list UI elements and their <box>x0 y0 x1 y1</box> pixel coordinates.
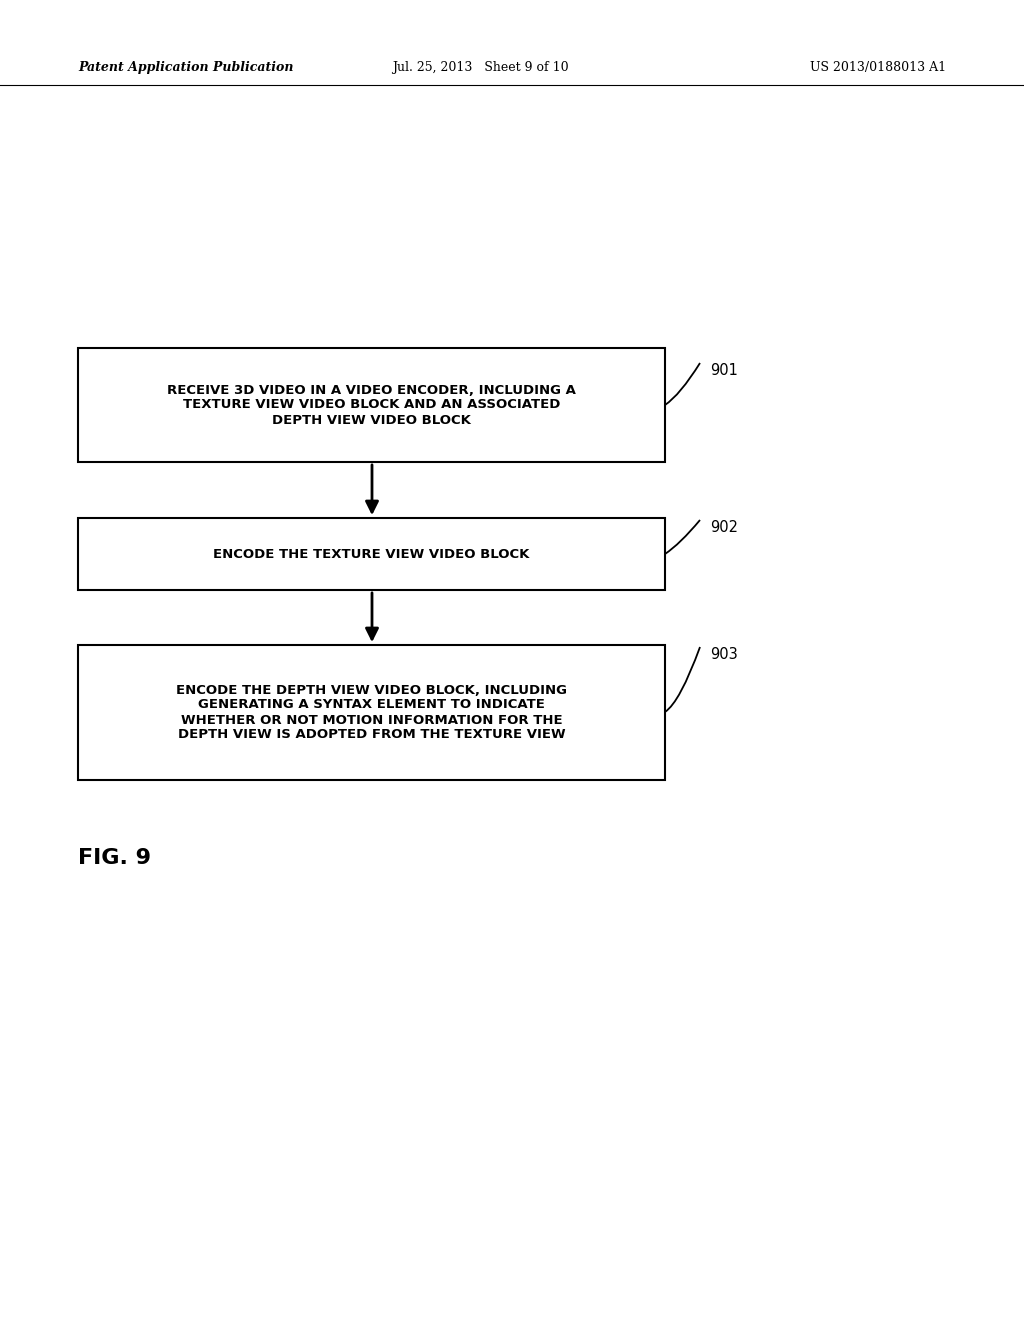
Text: 901: 901 <box>710 363 738 378</box>
Bar <box>78 645 665 780</box>
Text: US 2013/0188013 A1: US 2013/0188013 A1 <box>810 62 946 74</box>
Text: ENCODE THE DEPTH VIEW VIDEO BLOCK, INCLUDING
GENERATING A SYNTAX ELEMENT TO INDI: ENCODE THE DEPTH VIEW VIDEO BLOCK, INCLU… <box>176 684 567 742</box>
Text: 903: 903 <box>710 647 737 663</box>
Text: 902: 902 <box>710 520 738 535</box>
Text: RECEIVE 3D VIDEO IN A VIDEO ENCODER, INCLUDING A
TEXTURE VIEW VIDEO BLOCK AND AN: RECEIVE 3D VIDEO IN A VIDEO ENCODER, INC… <box>167 384 575 426</box>
Bar <box>78 517 665 590</box>
Text: ENCODE THE TEXTURE VIEW VIDEO BLOCK: ENCODE THE TEXTURE VIEW VIDEO BLOCK <box>213 548 529 561</box>
Text: Patent Application Publication: Patent Application Publication <box>78 62 294 74</box>
Text: Jul. 25, 2013   Sheet 9 of 10: Jul. 25, 2013 Sheet 9 of 10 <box>392 62 568 74</box>
Bar <box>78 348 665 462</box>
Text: FIG. 9: FIG. 9 <box>78 847 151 869</box>
